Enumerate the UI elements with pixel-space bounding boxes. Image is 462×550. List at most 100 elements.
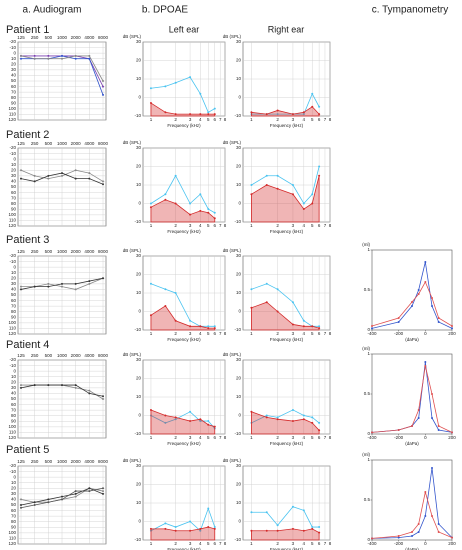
data-point bbox=[302, 111, 305, 114]
data-point bbox=[265, 113, 268, 116]
y-tick-label: -10 bbox=[9, 363, 16, 368]
x-axis-label: Frequency (kHz) bbox=[167, 337, 201, 342]
data-point bbox=[88, 54, 91, 57]
data-point bbox=[318, 105, 321, 108]
data-point bbox=[213, 526, 216, 529]
y-tick-label: -10 bbox=[234, 113, 241, 118]
data-point bbox=[397, 321, 400, 323]
x-tick-label: 1000 bbox=[57, 249, 68, 254]
y-tick-label: 70 bbox=[11, 89, 17, 94]
y-tick-label: 20 bbox=[136, 482, 142, 487]
y-tick-label: 10 bbox=[236, 76, 242, 81]
noise-area bbox=[150, 305, 216, 331]
data-point bbox=[174, 529, 177, 532]
data-point bbox=[371, 431, 373, 434]
data-point bbox=[174, 81, 177, 84]
data-point bbox=[149, 87, 152, 90]
data-point bbox=[88, 57, 91, 60]
data-point bbox=[74, 495, 77, 498]
x-tick-label: 2 bbox=[174, 541, 177, 546]
data-point bbox=[276, 113, 279, 116]
x-tick-label: 1 bbox=[150, 117, 153, 122]
y-tick-label: 20 bbox=[236, 482, 242, 487]
y-tick-label: 20 bbox=[236, 376, 242, 381]
data-point bbox=[164, 527, 167, 530]
data-point bbox=[207, 423, 210, 426]
data-point bbox=[189, 529, 192, 532]
y-tick-label: 10 bbox=[236, 500, 242, 505]
y-tick-label: 90 bbox=[11, 206, 17, 211]
data-point bbox=[102, 492, 104, 495]
data-point bbox=[199, 325, 202, 328]
x-tick-label: 250 bbox=[31, 35, 39, 40]
data-point bbox=[174, 319, 177, 322]
x-tick-label: 5 bbox=[311, 435, 314, 440]
x-tick-label: 7 bbox=[324, 117, 327, 122]
data-point bbox=[213, 211, 216, 214]
y-tick-label: 90 bbox=[11, 100, 17, 105]
x-tick-label: 6 bbox=[213, 435, 216, 440]
x-tick-label: 3 bbox=[189, 541, 192, 546]
x-tick-label: 4000 bbox=[84, 459, 95, 464]
noise-area bbox=[251, 528, 320, 541]
x-tick-label: 4 bbox=[199, 331, 202, 336]
data-point bbox=[74, 57, 77, 60]
data-point bbox=[302, 208, 305, 211]
data-point bbox=[417, 523, 420, 525]
data-point bbox=[437, 531, 440, 533]
x-tick-label: 2 bbox=[174, 331, 177, 336]
y-tick-label: 0 bbox=[13, 264, 16, 269]
data-point bbox=[74, 54, 77, 57]
data-point bbox=[291, 323, 294, 326]
data-point bbox=[431, 393, 433, 395]
data-point bbox=[199, 113, 202, 116]
y-tick-label: 70 bbox=[11, 407, 17, 412]
x-tick-label: 2000 bbox=[71, 353, 82, 358]
y-tick-label: 0.5 bbox=[364, 497, 371, 502]
data-point bbox=[276, 288, 279, 291]
data-point bbox=[318, 429, 321, 432]
data-point bbox=[61, 498, 63, 501]
series-line bbox=[371, 467, 453, 539]
x-tick-label: 7 bbox=[219, 331, 222, 336]
series-line bbox=[150, 76, 215, 113]
y-tick-label: -20 bbox=[9, 463, 16, 468]
data-point bbox=[199, 193, 202, 196]
y-tick-label: 20 bbox=[11, 167, 17, 172]
data-point bbox=[174, 174, 177, 177]
data-point bbox=[276, 418, 279, 421]
data-point bbox=[47, 282, 50, 285]
data-point bbox=[102, 80, 104, 82]
data-point bbox=[164, 304, 167, 307]
x-tick-label: 6 bbox=[213, 331, 216, 336]
x-tick-label: 3 bbox=[292, 223, 295, 228]
data-point bbox=[213, 327, 216, 330]
data-point bbox=[189, 420, 192, 423]
x-tick-label: 500 bbox=[45, 459, 53, 464]
data-point bbox=[397, 535, 400, 537]
y-tick-label: 10 bbox=[136, 182, 142, 187]
y-tick-label: 70 bbox=[11, 513, 17, 518]
data-point bbox=[213, 113, 216, 116]
data-point bbox=[302, 325, 305, 328]
data-point bbox=[318, 531, 321, 534]
data-point bbox=[318, 325, 321, 328]
y-axis-label: dB (SPL) bbox=[223, 34, 242, 39]
x-tick-label: 8 bbox=[329, 541, 332, 546]
data-point bbox=[265, 511, 268, 514]
x-tick-label: 1 bbox=[250, 223, 253, 228]
x-tick-label: 1 bbox=[250, 331, 253, 336]
x-tick-label: 2000 bbox=[71, 141, 82, 146]
y-tick-label: 40 bbox=[11, 497, 17, 502]
y-tick-label: 100 bbox=[8, 530, 16, 535]
data-point bbox=[199, 209, 202, 212]
y-tick-label: 120 bbox=[8, 435, 16, 440]
data-point bbox=[102, 180, 104, 183]
x-tick-label: 4 bbox=[303, 117, 306, 122]
x-axis-label: Frequency (kHz) bbox=[167, 229, 201, 234]
data-point bbox=[61, 174, 63, 177]
x-tick-label: 4 bbox=[303, 331, 306, 336]
y-tick-label: 70 bbox=[11, 303, 17, 308]
data-point bbox=[33, 285, 36, 288]
x-tick-label: 500 bbox=[45, 35, 53, 40]
